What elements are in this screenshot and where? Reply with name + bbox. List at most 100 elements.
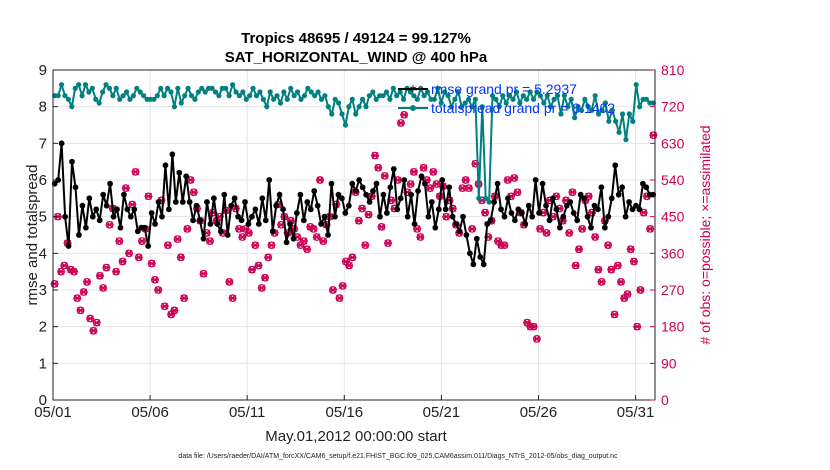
- obs-assimilated-point: [646, 225, 655, 233]
- x-tick-label: 05/11: [229, 404, 265, 421]
- obs-assimilated-point: [396, 119, 405, 127]
- rmse-point: [96, 217, 103, 224]
- rmse-point: [640, 180, 646, 187]
- y-tick-label-left: 5: [39, 209, 47, 226]
- obs-assimilated-point: [76, 306, 85, 314]
- totalspread-point: [281, 89, 287, 95]
- rmse-point: [342, 210, 349, 216]
- rmse-point: [377, 213, 383, 220]
- totalspread-point: [168, 89, 174, 95]
- rmse-point: [339, 195, 345, 202]
- rmse-point: [328, 180, 335, 187]
- rmse-point: [314, 202, 321, 209]
- rmse-point: [508, 210, 515, 216]
- totalspread-point: [120, 93, 126, 99]
- rmse-point: [138, 224, 145, 231]
- rmse-point: [512, 217, 518, 224]
- rmse-point: [647, 191, 653, 198]
- rmse-point: [626, 199, 632, 205]
- totalspread-point: [226, 93, 232, 99]
- rmse-point: [532, 177, 539, 183]
- rmse-point: [200, 235, 207, 242]
- rmse-point: [228, 202, 234, 209]
- totalspread-point: [58, 82, 65, 88]
- y-tick-label-right: 90: [661, 355, 677, 371]
- obs-assimilated-point: [542, 229, 551, 237]
- rmse-point: [588, 224, 594, 231]
- rmse-point: [238, 217, 245, 224]
- rmse-point: [79, 202, 86, 209]
- totalspread-point: [568, 96, 574, 102]
- rmse-point: [276, 191, 283, 198]
- obs-assimilated-point: [400, 111, 409, 119]
- totalspread-point: [400, 96, 407, 102]
- rmse-point: [435, 206, 442, 213]
- obs-assimilated-point: [503, 176, 512, 184]
- obs-assimilated-point: [131, 168, 140, 176]
- obs-assimilated-point: [95, 272, 104, 280]
- obs-assimilated-point: [86, 315, 95, 323]
- rmse-point: [321, 213, 328, 220]
- totalspread-point: [595, 111, 602, 117]
- obs-assimilated-point: [170, 306, 179, 314]
- rmse-point: [83, 224, 89, 231]
- legend: ✶ rmse grand pr = 5.2937 totalspread gra…: [398, 81, 615, 116]
- obs-assimilated-point: [419, 164, 428, 172]
- rmse-point: [577, 191, 584, 198]
- totalspread-point: [336, 100, 342, 106]
- totalspread-point: [496, 104, 502, 110]
- y-tick-label-left: 7: [39, 135, 47, 152]
- obs-assimilated-point: [238, 233, 247, 241]
- rmse-point: [193, 202, 200, 209]
- obs-assimilated-point: [380, 172, 389, 180]
- obs-assimilated-point: [416, 233, 425, 241]
- totalspread-point: [507, 93, 513, 99]
- obs-assimilated-point: [134, 253, 143, 261]
- totalspread-point: [134, 85, 140, 91]
- rmse-point: [55, 177, 61, 183]
- y-tick-label-left: 3: [39, 282, 47, 299]
- obs-assimilated-point: [115, 237, 124, 245]
- rmse-point: [179, 199, 186, 205]
- rmse-point: [384, 210, 390, 216]
- rmse-point: [256, 221, 262, 227]
- rmse-point: [346, 202, 352, 209]
- obs-assimilated-point: [260, 274, 269, 282]
- totalspread-point: [130, 93, 136, 99]
- obs-assimilated-point: [461, 176, 470, 184]
- rmse-point: [442, 206, 449, 213]
- totalspread-point: [178, 100, 184, 106]
- totalspread-point: [294, 89, 301, 95]
- y-tick-label-right: 540: [661, 172, 685, 188]
- totalspread-point: [185, 85, 191, 91]
- totalspread-point: [397, 89, 403, 95]
- totalspread-point: [257, 89, 263, 95]
- totalspread-point: [534, 89, 540, 95]
- totalspread-point: [106, 85, 113, 91]
- rmse-point: [598, 184, 605, 191]
- obs-assimilated-point: [481, 209, 490, 217]
- totalspread-point: [339, 111, 345, 117]
- rmse-point: [550, 195, 556, 202]
- obs-assimilated-point: [633, 323, 642, 331]
- obs-assimilated-point: [374, 164, 383, 172]
- totalspread-point: [274, 93, 280, 99]
- totalspread-point: [585, 104, 591, 110]
- obs-assimilated-point: [186, 176, 195, 184]
- totalspread-point: [332, 96, 338, 102]
- totalspread-point: [250, 85, 256, 91]
- rmse-point: [110, 213, 117, 220]
- obs-assimilated-point: [649, 131, 658, 139]
- rmse-point: [373, 180, 380, 187]
- totalspread-point: [236, 93, 243, 99]
- totalspread-point: [582, 96, 588, 102]
- y-tick-label-left: 0: [39, 392, 47, 409]
- totalspread-point: [346, 104, 352, 110]
- obs-assimilated-point: [183, 225, 192, 233]
- totalspread-point: [103, 82, 109, 88]
- rmse-point: [543, 202, 549, 209]
- totalspread-point: [637, 104, 643, 110]
- rmse-point: [380, 191, 387, 198]
- obs-assimilated-point: [597, 278, 606, 286]
- totalspread-point: [79, 93, 85, 99]
